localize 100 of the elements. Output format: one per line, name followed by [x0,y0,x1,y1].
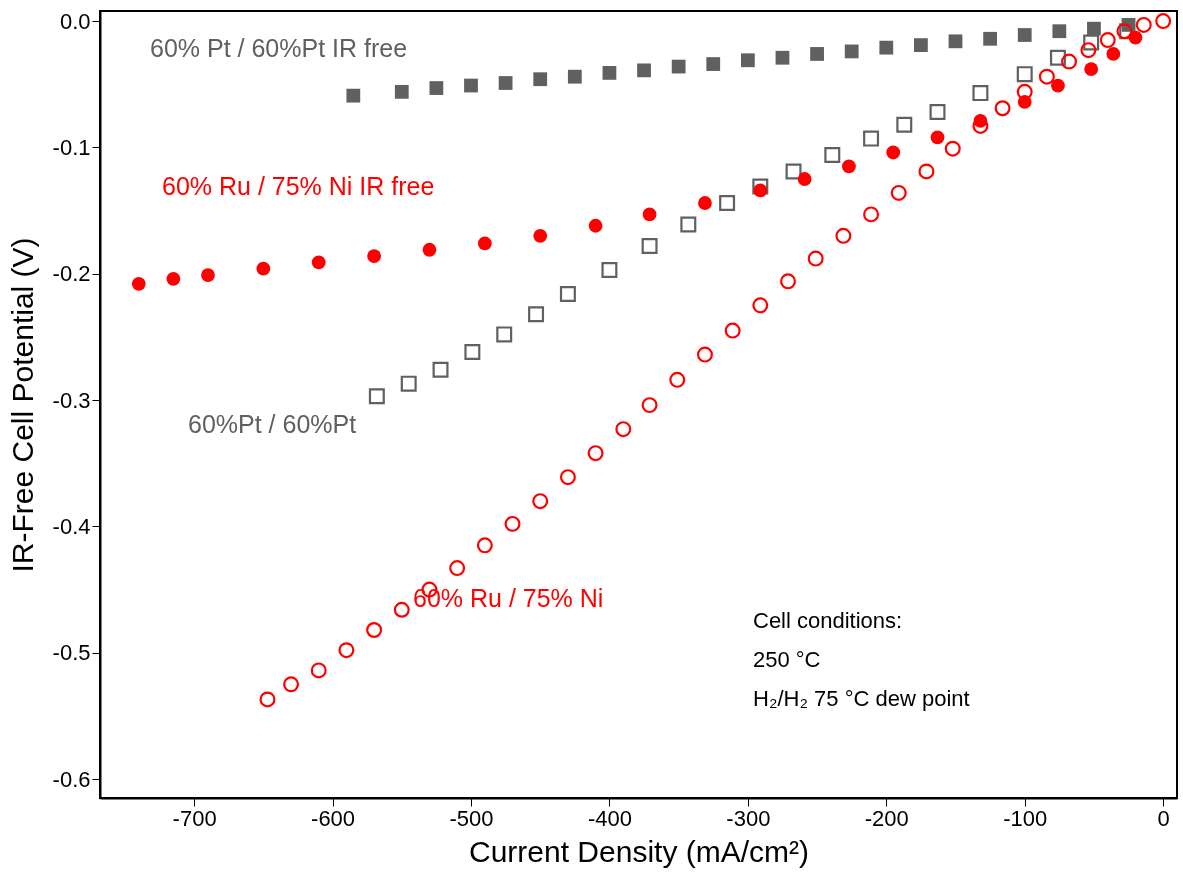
point [311,255,326,270]
y-tick-label: -0.6 [52,766,91,792]
point [918,163,935,180]
point [752,178,769,195]
series-label: 60%Pt / 60%Pt [188,410,357,438]
point [844,44,859,59]
point [810,47,824,61]
point [498,76,513,90]
point [504,515,521,532]
point [983,31,998,46]
point [929,104,946,121]
point [559,285,576,302]
point [1155,13,1172,30]
point [1017,28,1032,42]
point [1049,49,1066,66]
point [366,622,383,638]
point [464,344,481,361]
point [477,236,492,251]
point [879,40,894,55]
point [533,228,548,243]
point [1061,53,1078,70]
point [400,375,417,392]
point [994,100,1011,117]
y-axis-title: IR-Free Cell Potential (V) [5,237,39,573]
point [824,147,841,163]
annotation: H₂/H₂ 75 °C dew point [753,686,970,711]
point [863,206,880,223]
point [842,159,856,174]
x-axis-title: Current Density (mA/cm²) [468,834,810,868]
point [637,63,651,78]
point [601,261,618,278]
point [886,145,901,160]
point [696,346,713,363]
point [422,242,437,257]
point [1051,78,1065,93]
point [338,642,355,659]
point [775,50,790,65]
point [1016,83,1033,100]
point [532,493,549,510]
point [641,397,658,414]
point [394,84,409,99]
point [797,172,812,186]
point [201,268,215,282]
point [914,38,928,52]
point [256,261,271,276]
x-tick-label: -400 [587,805,632,831]
point [1084,62,1099,76]
point [835,227,852,244]
point [944,140,961,157]
point [259,691,276,708]
point [641,237,658,254]
point [464,78,478,93]
point [367,249,381,263]
point [1016,66,1033,83]
x-tick-label: -600 [311,805,356,831]
point [449,560,466,577]
point [1128,30,1143,45]
x-tick-label: -700 [172,805,217,831]
x-tick-label: -200 [864,805,909,831]
point [310,662,327,679]
annotation: Cell conditions: [753,608,903,633]
annotation: 250 °C [753,647,821,672]
series-label: 60% Ru / 75% Ni IR free [162,172,435,200]
point [1087,21,1101,36]
point [1038,68,1055,85]
x-tick-label: -100 [1003,805,1048,831]
x-tick-label: -300 [726,805,771,831]
series-label: 60% Pt / 60%Pt IR free [150,34,408,62]
x-tick-label: -500 [449,805,494,831]
point [1052,24,1067,39]
point [602,66,617,80]
point [719,195,736,211]
point [753,183,768,198]
point [706,57,721,71]
point [432,361,449,378]
point [972,85,989,102]
y-tick-label: -0.3 [52,387,91,413]
point [785,163,802,180]
point [1135,16,1152,33]
point [642,207,657,222]
point [807,250,824,267]
y-tick-label: -0.4 [52,513,91,539]
point [533,72,548,87]
point [393,601,410,618]
y-tick-label: -0.1 [52,134,91,160]
point [588,218,603,233]
point [698,196,712,210]
point [780,273,796,290]
point [131,276,146,291]
point [166,271,181,286]
point [948,34,963,49]
point [587,445,604,462]
point [671,59,686,74]
series-label: 60% Ru / 75% Ni [413,584,604,612]
point [680,216,697,233]
point [1106,47,1121,61]
point [890,184,907,201]
point [346,88,361,103]
point [896,116,913,133]
point [528,306,545,323]
